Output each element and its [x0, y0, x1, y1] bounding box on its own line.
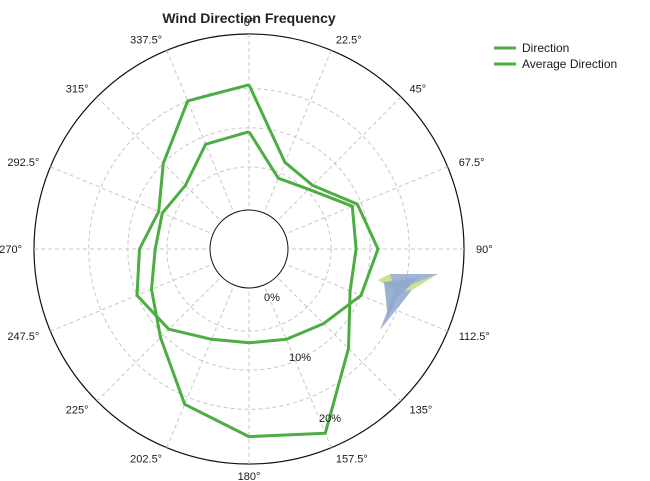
radial-label-1: 10%: [289, 352, 311, 364]
grid-ring-1: [166, 166, 332, 332]
angle-label-5: 112.5°: [459, 331, 490, 343]
angle-label-14: 315°: [66, 84, 89, 96]
grid-spoke-15: [166, 50, 234, 210]
direction-marker: [378, 274, 438, 330]
series-layer: [135, 83, 380, 439]
angle-label-11: 247.5°: [7, 331, 39, 343]
grid-ring-3: [88, 88, 410, 410]
radial-label-0: 0%: [264, 292, 280, 304]
grid-spoke-6: [279, 279, 402, 402]
grid-spoke-7: [264, 288, 332, 448]
series-line-direction: [150, 130, 358, 439]
legend-item-average-direction[interactable]: Average Direction: [494, 57, 617, 71]
angle-label-6: 135°: [410, 405, 433, 417]
plot-area: 0° 22.5° 45° 67.5° 90° 112.5° 135° 157.5° 180° 20…: [0, 17, 493, 481]
legend: Direction Average Direction: [494, 41, 617, 71]
grid-spoke-3: [288, 166, 448, 234]
angle-label-0: 0°: [244, 17, 255, 29]
series-line-average-direction: [135, 83, 380, 345]
angle-label-12: 270°: [0, 244, 22, 256]
angle-labels: 0° 22.5° 45° 67.5° 90° 112.5° 135° 157.5° 180° 20…: [0, 17, 493, 481]
legend-item-direction[interactable]: Direction: [494, 41, 569, 55]
angle-label-9: 202.5°: [130, 454, 162, 466]
angle-label-3: 67.5°: [459, 157, 485, 169]
grid-spoke-1: [264, 50, 332, 210]
angle-label-7: 157.5°: [336, 454, 368, 466]
grid-spoke-11: [50, 264, 210, 332]
grid-spoke-10: [96, 279, 219, 402]
angle-label-1: 22.5°: [336, 34, 362, 46]
grid-spoke-9: [166, 288, 234, 448]
arrow-head: [384, 278, 418, 318]
angle-label-13: 292.5°: [7, 157, 39, 169]
angle-label-2: 45°: [410, 84, 427, 96]
angle-label-10: 225°: [66, 405, 89, 417]
angle-label-15: 337.5°: [130, 34, 162, 46]
legend-label-direction: Direction: [522, 41, 569, 55]
legend-label-average-direction: Average Direction: [522, 57, 617, 71]
arrow-segment-3: [380, 290, 412, 330]
grid-spoke-13: [50, 166, 210, 234]
grid-spoke-5: [288, 264, 448, 332]
grid-spoke-14: [96, 96, 219, 219]
radial-labels: 0% 10% 20%: [264, 292, 341, 425]
inner-hole: [209, 209, 289, 289]
radial-label-2: 20%: [319, 413, 341, 425]
chart-title: Wind Direction Frequency: [162, 10, 336, 26]
grid-spoke-2: [279, 96, 402, 219]
angle-label-8: 180°: [238, 471, 261, 481]
angle-label-4: 90°: [476, 244, 493, 256]
